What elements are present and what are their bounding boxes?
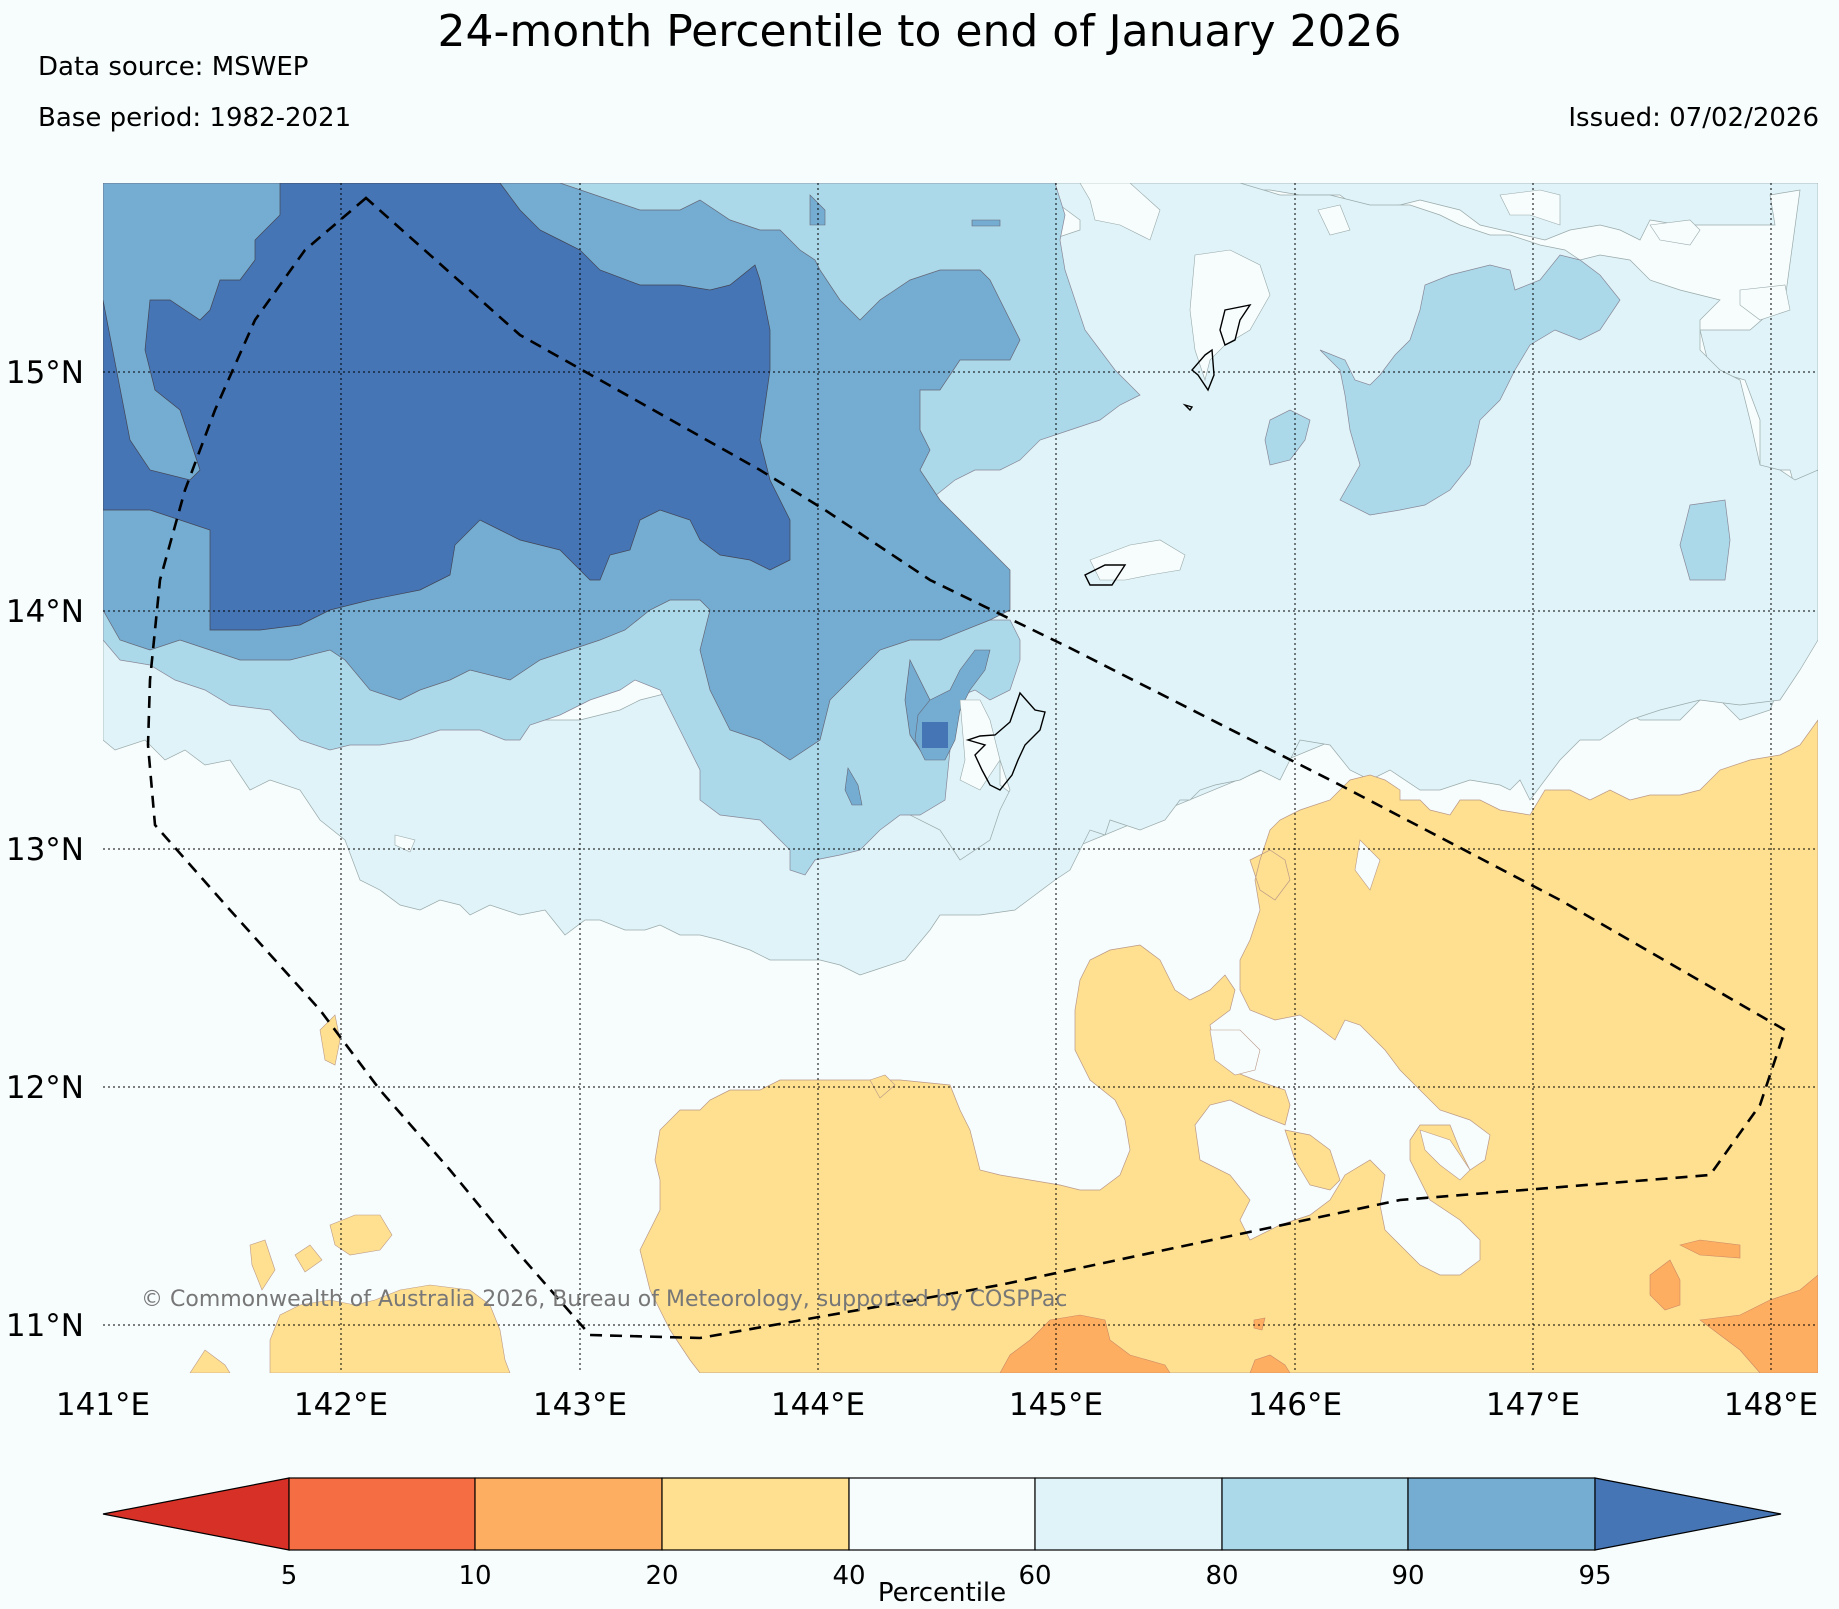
lat-tick-14: 14°N (6, 594, 84, 630)
lat-tick-15: 15°N (6, 355, 84, 391)
lat-tick-11: 11°N (6, 1308, 84, 1344)
colorbar-90-95 (1407, 1477, 1596, 1551)
colorbar-title: Percentile (878, 1578, 1006, 1608)
lon-tick-148: 148°E (1724, 1387, 1818, 1423)
region-above-95-percentile (103, 183, 791, 631)
region-20-40-percentile (639, 719, 1818, 1373)
colorbar (102, 1477, 1782, 1551)
colorbar-tick-labels: 5 10 20 40 60 80 90 95 Percentile (281, 1561, 1612, 1608)
colorbar-tick-95: 95 (1578, 1561, 1611, 1591)
colorbar-10-20 (474, 1477, 663, 1551)
colorbar-tick-10: 10 (458, 1561, 491, 1591)
longitude-labels: 141°E 142°E 143°E 144°E 145°E 146°E 147°… (56, 1387, 1818, 1423)
coastlines (965, 303, 1252, 791)
latitude-labels: 15°N 14°N 13°N 12°N 11°N (6, 355, 84, 1344)
colorbar-5-10 (288, 1477, 476, 1551)
data-source-label: Data source: MSWEP (38, 52, 309, 82)
lon-tick-146: 146°E (1248, 1387, 1342, 1423)
lon-tick-141: 141°E (56, 1387, 150, 1423)
lat-tick-12: 12°N (6, 1070, 84, 1106)
base-period-label: Base period: 1982-2021 (38, 103, 352, 133)
colorbar-20-40 (661, 1477, 850, 1551)
patch-40-60-percentile-hole (1209, 839, 1471, 1181)
issued-date-label: Issued: 07/02/2026 (1568, 103, 1819, 133)
lon-tick-143: 143°E (533, 1387, 627, 1423)
map-title: 24-month Percentile to end of January 20… (437, 6, 1402, 57)
colorbar-60-80 (1034, 1477, 1223, 1551)
colorbar-tick-40: 40 (832, 1561, 865, 1591)
lon-tick-142: 142°E (294, 1387, 388, 1423)
colorbar-80-90 (1221, 1477, 1409, 1551)
lat-tick-13: 13°N (6, 832, 84, 868)
region-boundary-dashed (146, 196, 1787, 1340)
graticule (103, 183, 1818, 1373)
copyright-notice: © Commonwealth of Australia 2026, Bureau… (141, 1287, 1067, 1312)
lon-tick-144: 144°E (771, 1387, 865, 1423)
colorbar-below-5 (102, 1477, 290, 1551)
patch-90-95-percentile-small (809, 194, 1001, 806)
colorbar-tick-90: 90 (1391, 1561, 1424, 1591)
colorbar-tick-60: 60 (1018, 1561, 1051, 1591)
region-10-20-percentile (999, 1239, 1818, 1373)
colorbar-above-95 (1594, 1477, 1782, 1551)
colorbar-tick-80: 80 (1205, 1561, 1238, 1591)
map-plot-area: © Commonwealth of Australia 2026, Bureau… (103, 183, 1818, 1373)
lon-tick-145: 145°E (1009, 1387, 1103, 1423)
colorbar-tick-5: 5 (281, 1561, 298, 1591)
patch-above-95-percentile (922, 722, 948, 748)
colorbar-tick-20: 20 (645, 1561, 678, 1591)
patch-20-40-percentile (189, 1014, 896, 1373)
lon-tick-147: 147°E (1486, 1387, 1580, 1423)
colorbar-40-60 (848, 1477, 1036, 1551)
